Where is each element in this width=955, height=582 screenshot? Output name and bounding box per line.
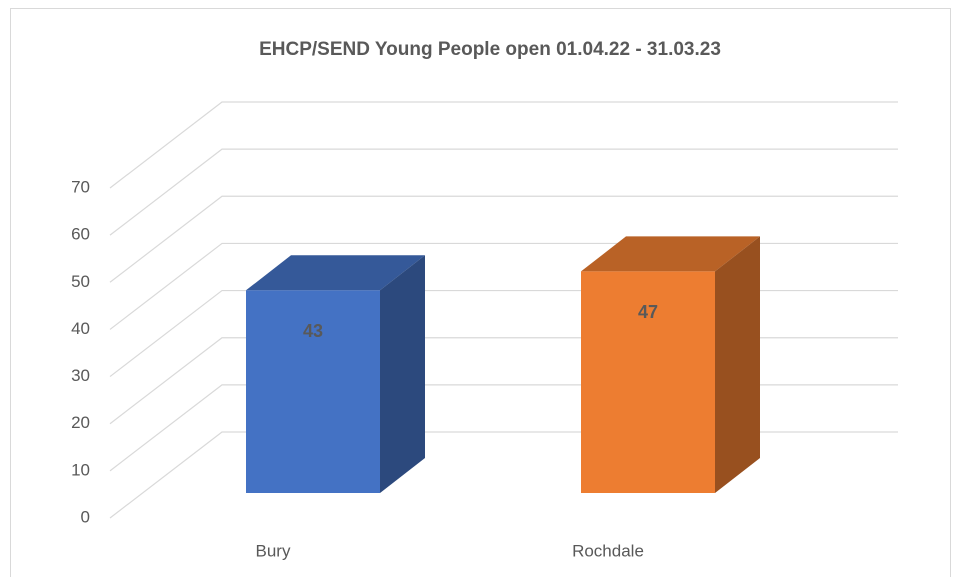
grid-line <box>109 148 898 236</box>
y-tick-label: 50 <box>71 272 90 291</box>
x-tick-label: Bury <box>256 541 291 560</box>
bar-top <box>246 255 425 291</box>
data-label: 43 <box>303 321 323 341</box>
bar <box>246 290 380 493</box>
grid-line <box>109 101 898 189</box>
y-tick-label: 40 <box>71 319 90 338</box>
y-tick-label: 70 <box>71 177 90 196</box>
chart-title: EHCP/SEND Young People open 01.04.22 - 3… <box>259 39 721 60</box>
bar-side <box>380 255 425 493</box>
y-tick-label: 10 <box>71 460 90 479</box>
data-label: 47 <box>638 302 658 322</box>
y-tick-label: 30 <box>71 366 90 385</box>
bar <box>581 271 715 493</box>
grid-line <box>109 195 898 283</box>
y-tick-label: 0 <box>81 507 90 526</box>
chart-frame <box>10 8 951 582</box>
bar-top <box>581 236 760 272</box>
bar-side <box>715 236 760 493</box>
y-tick-label: 20 <box>71 413 90 432</box>
y-tick-label: 60 <box>71 225 90 244</box>
x-tick-label: Rochdale <box>572 541 644 560</box>
